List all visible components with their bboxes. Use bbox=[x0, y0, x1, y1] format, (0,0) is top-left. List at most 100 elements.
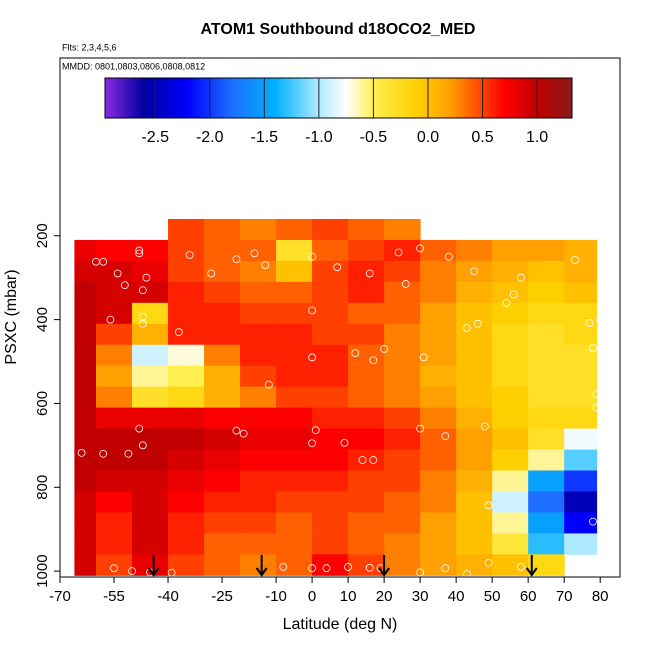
sample-point bbox=[279, 563, 288, 571]
heat-cell bbox=[456, 407, 493, 430]
heat-cell bbox=[420, 260, 457, 283]
sample-point bbox=[239, 429, 248, 438]
sample-point bbox=[113, 269, 122, 278]
heat-cell bbox=[456, 449, 493, 472]
heat-cell bbox=[168, 344, 205, 367]
sample-point bbox=[340, 438, 349, 447]
y-tick-label: 1000 bbox=[34, 554, 51, 587]
heat-cell bbox=[240, 491, 277, 513]
heat-cell bbox=[420, 554, 457, 576]
heat-cell bbox=[312, 302, 349, 325]
heat-cell bbox=[168, 470, 205, 492]
x-tick-label: 0 bbox=[308, 588, 316, 605]
heat-cell bbox=[276, 365, 313, 388]
sample-point bbox=[308, 439, 316, 448]
heat-cell bbox=[204, 260, 241, 283]
heat-cell bbox=[564, 491, 598, 513]
heat-cell bbox=[312, 281, 349, 304]
heat-cell bbox=[204, 302, 241, 325]
heat-cell bbox=[168, 407, 205, 430]
heat-cell bbox=[204, 470, 241, 492]
heat-cell bbox=[312, 449, 349, 472]
heat-cell bbox=[276, 449, 313, 472]
heat-cell bbox=[96, 449, 133, 472]
x-axis-label: Latitude (deg N) bbox=[283, 616, 398, 633]
heat-cell bbox=[276, 533, 313, 555]
heat-cell bbox=[312, 554, 349, 576]
heat-cell bbox=[240, 386, 277, 409]
heat-cell bbox=[312, 470, 349, 492]
heat-cell bbox=[204, 449, 241, 472]
annotation: MMDD: 0801,0803,0806,0808,0812 bbox=[62, 61, 205, 71]
heat-cell bbox=[96, 365, 133, 388]
sample-point bbox=[120, 281, 129, 290]
heat-cell bbox=[420, 491, 457, 513]
heat-cell bbox=[96, 407, 133, 430]
heat-cell bbox=[528, 533, 565, 555]
sample-point bbox=[484, 501, 493, 510]
heat-cell bbox=[456, 533, 493, 555]
sample-point bbox=[333, 263, 342, 272]
heat-cell bbox=[528, 281, 565, 304]
heat-cell bbox=[456, 260, 493, 283]
sample-point bbox=[99, 449, 108, 458]
sample-point bbox=[441, 564, 450, 573]
heat-cell bbox=[168, 533, 205, 555]
sample-point bbox=[401, 280, 410, 288]
x-tick-label: 10 bbox=[340, 588, 357, 605]
heat-cell bbox=[132, 302, 169, 325]
heat-cell bbox=[74, 512, 97, 534]
sample-point bbox=[185, 251, 194, 259]
heat-cell bbox=[204, 323, 241, 346]
heat-cell bbox=[564, 323, 598, 346]
heat-cell bbox=[240, 239, 277, 262]
heat-cell bbox=[492, 491, 529, 513]
heat-cell bbox=[168, 365, 205, 388]
sample-point bbox=[167, 568, 176, 577]
heat-cell bbox=[564, 239, 598, 262]
heat-cell bbox=[132, 386, 169, 409]
heat-cell bbox=[528, 386, 565, 409]
heat-cell bbox=[240, 344, 277, 367]
heat-cell bbox=[384, 491, 421, 513]
heat-cell bbox=[132, 260, 169, 283]
heat-cell bbox=[456, 470, 493, 492]
colorbar-tick-label: -2.5 bbox=[141, 129, 169, 146]
colorbar-tick-label: -0.5 bbox=[360, 129, 388, 146]
x-tick-label: -25 bbox=[211, 588, 233, 605]
sample-point bbox=[77, 449, 86, 457]
heat-cell bbox=[312, 218, 349, 241]
heat-cell bbox=[528, 449, 565, 472]
heat-cell bbox=[168, 491, 205, 513]
heat-cell bbox=[132, 512, 169, 534]
sample-point bbox=[445, 252, 453, 261]
heat-cell bbox=[348, 491, 385, 513]
heat-cell bbox=[528, 470, 565, 492]
heat-cell bbox=[384, 365, 421, 388]
heat-cell bbox=[240, 449, 277, 472]
heat-cell bbox=[348, 470, 385, 492]
heat-cell bbox=[420, 470, 457, 492]
sample-point bbox=[308, 252, 316, 261]
sample-point bbox=[308, 353, 316, 362]
sample-point bbox=[232, 426, 241, 435]
x-tick-label: -10 bbox=[265, 588, 287, 605]
sample-point bbox=[416, 568, 425, 577]
heat-cell bbox=[96, 239, 133, 262]
heat-cell bbox=[420, 365, 457, 388]
x-tick-label: 30 bbox=[412, 588, 429, 605]
x-tick-label: 70 bbox=[556, 588, 573, 605]
heat-cell bbox=[456, 386, 493, 409]
sample-point bbox=[207, 269, 216, 278]
heat-cell bbox=[312, 344, 349, 367]
heat-cell bbox=[348, 428, 385, 451]
sample-point bbox=[365, 563, 374, 572]
heat-cell bbox=[240, 281, 277, 304]
heat-cell bbox=[420, 281, 457, 304]
heat-cell bbox=[492, 365, 529, 388]
heat-cell bbox=[204, 491, 241, 513]
sample-point bbox=[99, 257, 108, 266]
heat-cell bbox=[168, 449, 205, 472]
heat-cell bbox=[74, 449, 97, 472]
heat-cell bbox=[492, 323, 529, 346]
